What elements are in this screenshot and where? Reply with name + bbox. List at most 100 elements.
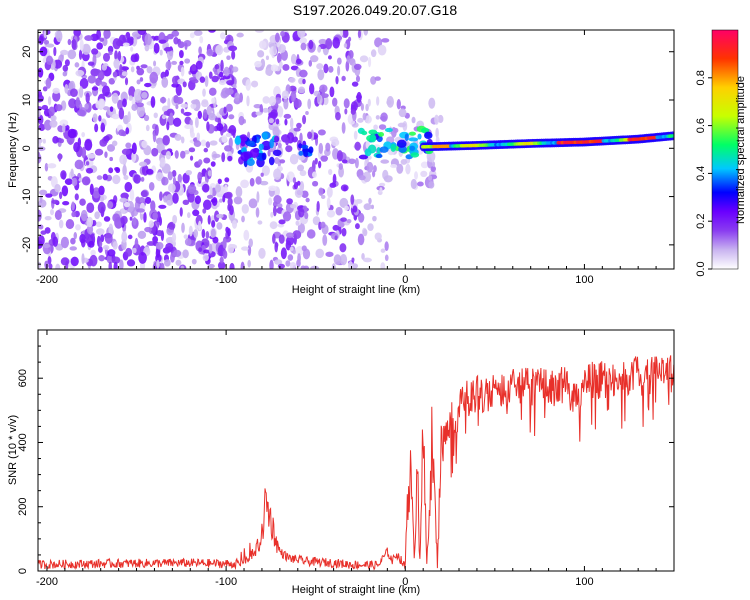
spectrogram-cell [206, 48, 214, 57]
spectrogram-cell [374, 232, 382, 241]
spectrogram-x-ticks: -200 -100 0 100 [36, 30, 675, 286]
spectrogram-cell [180, 136, 185, 144]
spectrogram-cell [202, 199, 212, 211]
spectrogram-cell [39, 195, 43, 204]
spectrogram-cell [144, 44, 150, 52]
spectrogram-cell [212, 153, 221, 159]
spectrogram-cell [152, 212, 158, 220]
spectrogram-cell [117, 99, 124, 110]
spectrogram-cell [302, 150, 309, 157]
spectrogram-cell [47, 163, 57, 169]
spectrogram-cell [166, 200, 172, 206]
spectrogram-cell [269, 259, 274, 269]
spectrogram-cell [273, 42, 277, 55]
spectrogram-cell [411, 116, 416, 124]
spectrogram-cell [202, 208, 207, 214]
spectrogram-cell [45, 55, 54, 66]
spectrogram-cell [272, 149, 282, 157]
spectrogram-cell [268, 156, 275, 166]
spectrogram-cell [100, 122, 106, 133]
spectrogram-cell [166, 33, 174, 40]
spectrogram-cell [260, 58, 266, 69]
spectrogram-cell [159, 157, 166, 167]
spectrogram-cell [257, 220, 263, 225]
spectrogram-cell [317, 46, 322, 53]
spectrogram-cell [208, 30, 216, 33]
spectrogram-cell [114, 50, 118, 61]
spectrogram-cell [241, 246, 249, 251]
spectrogram-cell [417, 133, 422, 140]
spectrogram-cell [376, 147, 381, 154]
spectrogram-cell [424, 131, 433, 140]
spectrogram-cell [331, 138, 340, 147]
spectrogram-cell [343, 185, 348, 192]
spectrogram-cell [177, 41, 185, 49]
spectrogram-cell [121, 71, 128, 77]
spectrogram-cell [136, 208, 145, 213]
spectrogram-cell [198, 46, 202, 55]
spectrogram-cell [288, 77, 296, 83]
spectrogram-cell [163, 47, 173, 52]
spec-x-tick-label: -100 [215, 274, 237, 286]
spectrogram-cell [326, 209, 336, 218]
spectrogram-cell [125, 127, 130, 135]
spectrogram-cell [283, 113, 292, 119]
spectrogram-cell [277, 203, 283, 209]
spectrogram-cell [202, 254, 209, 262]
spectrogram-cell [96, 30, 102, 40]
spectrogram-cell [188, 147, 196, 153]
spectrogram-cell [201, 100, 209, 108]
spectrogram-cell [120, 215, 128, 225]
spectrogram-cell [49, 119, 58, 128]
spectrogram-cell [138, 251, 147, 264]
spectrogram-cell [258, 40, 267, 49]
spectrogram-cell [84, 35, 94, 41]
spectrogram-cell [259, 180, 269, 186]
spectrogram-cell [247, 259, 251, 268]
spectrogram-cell [352, 205, 358, 213]
snr-x-tick-label: 100 [575, 576, 593, 588]
spectrogram-cell [396, 163, 404, 174]
spectrogram-cell [71, 211, 77, 218]
spec-y-tick-label: -20 [21, 237, 33, 253]
spectrogram-cell [70, 256, 79, 267]
spectrogram-cell [290, 65, 299, 71]
spectrogram-cell [343, 98, 350, 109]
spectrogram-cell [277, 142, 282, 149]
spectrogram-cell [193, 229, 199, 238]
spectrogram-cell [140, 176, 145, 182]
spectrogram-cell [363, 203, 372, 211]
spectrogram-cell [262, 132, 268, 140]
spectrogram-cell [123, 175, 129, 181]
spectrogram-cell [45, 193, 53, 198]
spectrogram-cell [183, 234, 189, 239]
spectrogram-cell [130, 46, 134, 52]
spectrogram-cell [122, 42, 130, 47]
spectrogram-cell [192, 209, 200, 217]
spectrogram-cell [130, 66, 135, 73]
spectrogram-cell [289, 261, 297, 269]
spectrogram-cell [314, 157, 318, 165]
spectrogram-cell [277, 263, 285, 269]
spectrogram-cell [136, 67, 145, 76]
colorbar-tick-label: 0.4 [695, 166, 707, 181]
spectrogram-cell [282, 211, 292, 222]
spectrogram-cell [277, 106, 284, 118]
spectrogram-cell [39, 189, 48, 196]
spectrogram-cell [108, 51, 113, 56]
spectrogram-cell [295, 58, 302, 65]
spectrogram-cell [167, 97, 171, 110]
spectrogram-cell [255, 207, 260, 218]
spectrogram-cell [338, 163, 343, 170]
snr-series-line [38, 355, 674, 571]
spectrogram-cell [317, 160, 322, 169]
snr-y-label: SNR (10 * v/v) [7, 415, 19, 485]
spectrogram-cell [64, 178, 73, 185]
spectrogram-cell [102, 85, 110, 97]
spectrogram-cell [103, 216, 111, 222]
spectrogram-cell [103, 30, 111, 39]
spectrogram-cell [44, 260, 49, 269]
spectrogram-cell [138, 161, 148, 167]
spectrogram-cell [111, 140, 118, 147]
spectrogram-cell [396, 99, 401, 110]
